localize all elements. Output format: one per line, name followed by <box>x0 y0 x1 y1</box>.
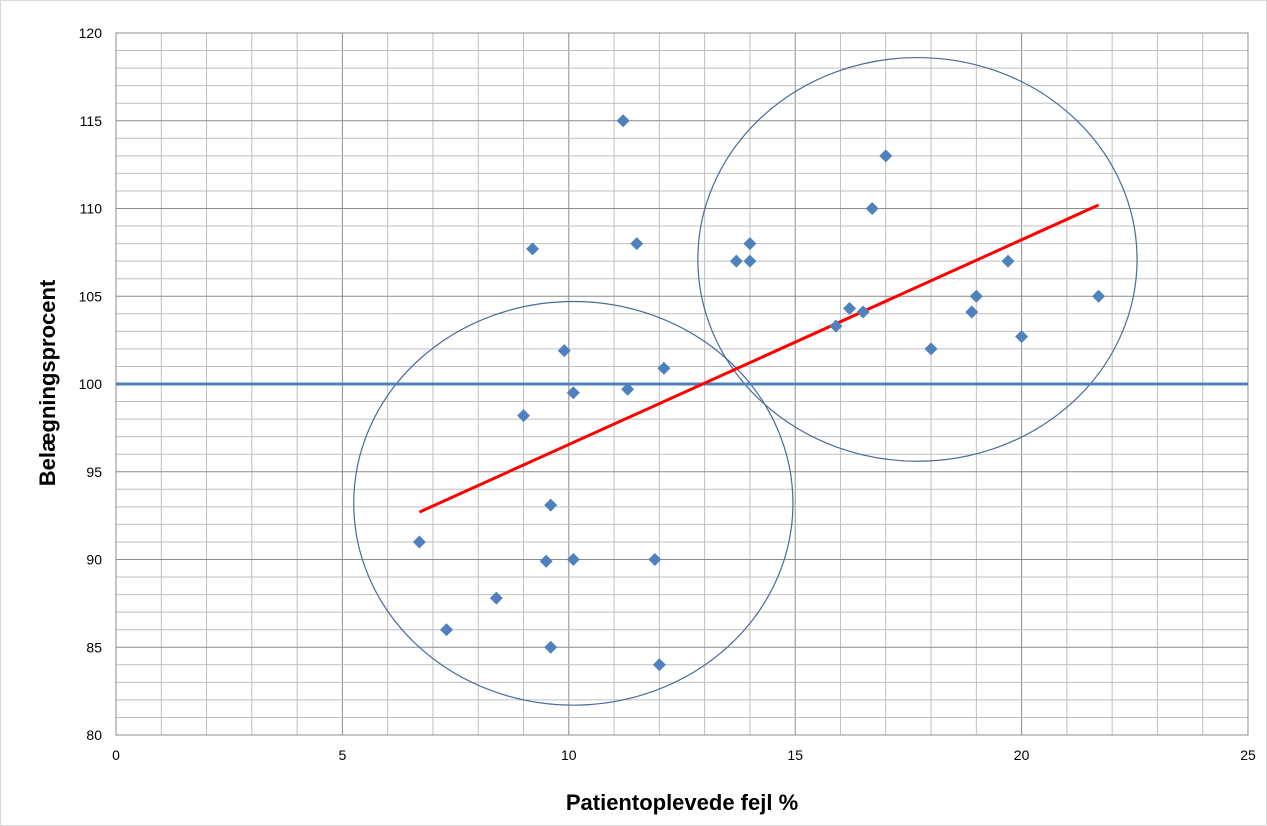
data-point <box>526 242 540 256</box>
y-tick-label: 90 <box>86 552 102 568</box>
data-point <box>517 409 531 423</box>
data-point <box>879 149 893 163</box>
trend-line-layer <box>418 203 1100 514</box>
data-point <box>621 382 635 396</box>
y-tick-label: 80 <box>86 727 102 743</box>
data-point <box>648 553 662 566</box>
data-point <box>616 114 630 128</box>
y-tick-label: 100 <box>79 376 103 392</box>
x-tick-label: 0 <box>112 747 120 763</box>
data-point <box>440 623 454 637</box>
x-tick-label: 15 <box>787 747 803 763</box>
data-point <box>557 344 571 358</box>
x-tick-label: 5 <box>339 747 347 763</box>
y-tick-label: 85 <box>86 639 102 655</box>
data-point <box>544 498 558 512</box>
data-point <box>630 237 644 251</box>
data-point <box>924 342 938 356</box>
x-tick-labels: 0 5 10 15 20 25 <box>112 747 1256 763</box>
y-tick-label: 120 <box>79 25 103 41</box>
y-tick-label: 115 <box>80 113 103 129</box>
y-tick-label: 110 <box>80 201 103 217</box>
data-point <box>566 386 580 400</box>
data-point <box>743 237 757 251</box>
x-tick-label: 25 <box>1240 747 1256 763</box>
cluster-circle <box>697 56 1138 462</box>
data-point <box>539 554 553 568</box>
y-tick-labels: 80 85 90 95 100 105 110 115 120 <box>79 25 103 743</box>
data-point <box>969 289 983 303</box>
data-point <box>1001 254 1015 268</box>
data-point <box>657 361 671 375</box>
data-point <box>865 202 879 215</box>
cluster-circle <box>353 300 794 706</box>
data-point <box>412 535 426 549</box>
data-point <box>652 658 666 672</box>
cluster-circles <box>353 56 1138 706</box>
x-tick-label: 10 <box>561 747 577 763</box>
data-points <box>412 114 1106 672</box>
data-point <box>965 305 979 319</box>
data-point <box>544 640 558 654</box>
data-point <box>829 319 843 333</box>
data-point <box>1092 289 1106 303</box>
data-point <box>743 254 757 268</box>
data-point <box>843 302 857 316</box>
y-axis-title: Belægningsprocent <box>35 279 60 486</box>
x-axis-title: Patientoplevede fejl % <box>566 790 798 815</box>
data-point <box>856 305 870 319</box>
y-tick-label: 105 <box>79 288 103 304</box>
data-point <box>729 254 743 268</box>
data-point <box>489 591 503 605</box>
y-tick-label: 95 <box>86 464 102 480</box>
x-tick-label: 20 <box>1014 747 1030 763</box>
data-point <box>1015 330 1029 344</box>
trend-line <box>418 203 1100 514</box>
data-point <box>566 553 580 566</box>
